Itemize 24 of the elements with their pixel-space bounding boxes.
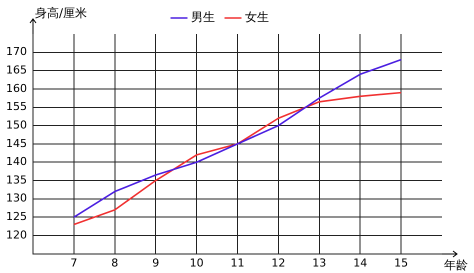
y-tick-label: 125 bbox=[6, 210, 27, 224]
y-tick-label: 160 bbox=[6, 82, 27, 95]
y-tick-label: 140 bbox=[6, 155, 27, 168]
y-tick-label: 150 bbox=[6, 118, 27, 132]
x-tick-label: 10 bbox=[190, 256, 204, 270]
y-tick-label: 135 bbox=[6, 173, 27, 186]
x-tick-label: 8 bbox=[111, 256, 118, 270]
y-tick-label: 155 bbox=[6, 100, 27, 114]
y-tick-label: 130 bbox=[6, 192, 27, 205]
y-tick-label: 120 bbox=[6, 228, 27, 242]
x-tick-label: 7 bbox=[70, 256, 78, 270]
x-axis-title: 年龄 bbox=[444, 258, 468, 272]
x-tick-label: 9 bbox=[152, 256, 160, 270]
y-tick-label: 170 bbox=[6, 45, 27, 58]
x-tick-label: 15 bbox=[394, 256, 408, 270]
y-tick-label: 145 bbox=[6, 136, 27, 150]
legend-label: 男生 bbox=[191, 10, 215, 24]
y-axis-title: 身高/厘米 bbox=[34, 6, 88, 20]
x-tick-label: 11 bbox=[230, 256, 244, 270]
x-tick-label: 12 bbox=[271, 256, 286, 270]
x-tick-label: 13 bbox=[312, 256, 326, 270]
x-tick-label: 14 bbox=[353, 256, 368, 270]
legend-label: 女生 bbox=[245, 10, 269, 24]
y-tick-label: 165 bbox=[6, 63, 27, 76]
